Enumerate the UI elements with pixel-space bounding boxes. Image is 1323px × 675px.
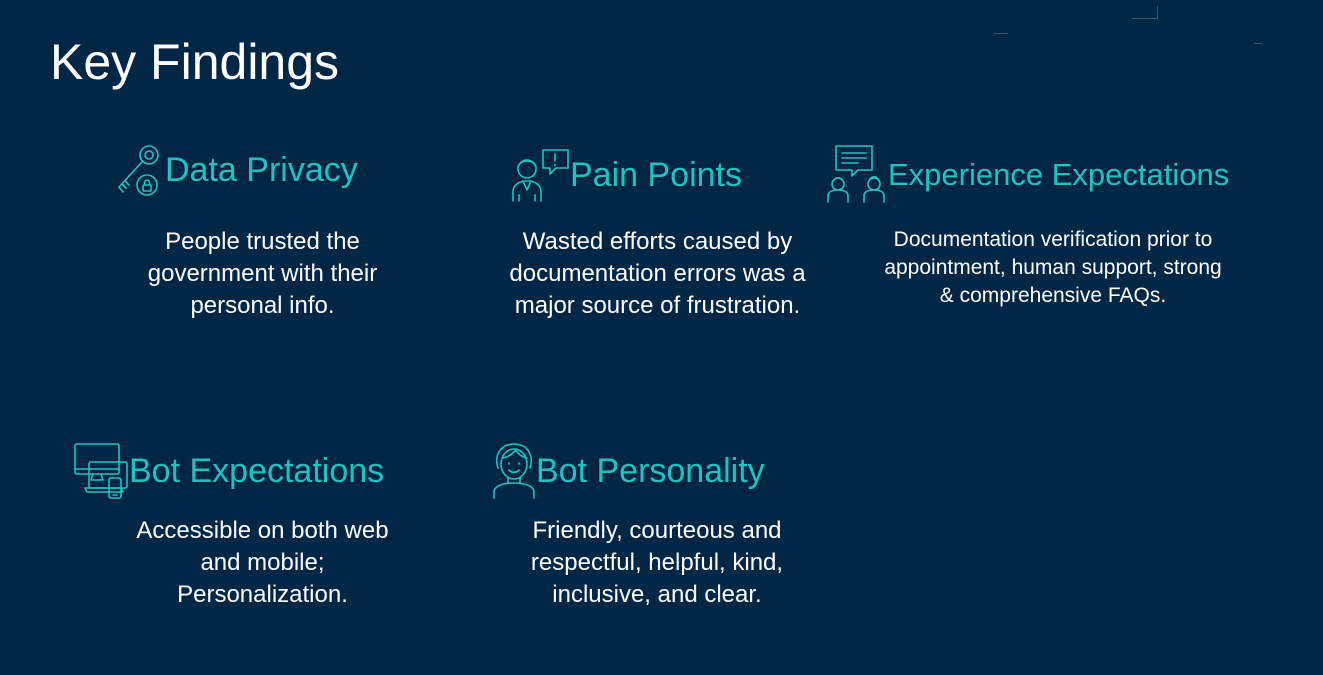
corner-mark [1132,18,1158,19]
finding-heading: Bot Personality [536,452,765,490]
finding-heading: Pain Points [570,156,742,194]
frustrated-person-icon [512,149,569,202]
finding-heading: Bot Expectations [129,452,385,490]
corner-mark [1157,6,1158,18]
finding-body: Friendly, courteous and respectful, help… [530,517,784,608]
devices-icon [74,443,128,499]
finding-heading: Experience Expectations [888,156,1230,192]
friendly-person-icon [493,443,535,499]
support-chat-icon [827,145,885,203]
finding-body: People trusted the government with their… [147,228,378,319]
key-lock-icon [118,145,159,196]
finding-heading: Data Privacy [165,151,358,189]
finding-body: Documentation verification prior to appo… [884,228,1222,307]
corner-mark [1254,43,1262,44]
page-title: Key Findings [50,34,340,90]
corner-mark [994,33,1008,34]
finding-body: Accessible on both web and mobile; Perso… [136,517,389,608]
finding-body: Wasted efforts caused by documentation e… [509,228,806,319]
